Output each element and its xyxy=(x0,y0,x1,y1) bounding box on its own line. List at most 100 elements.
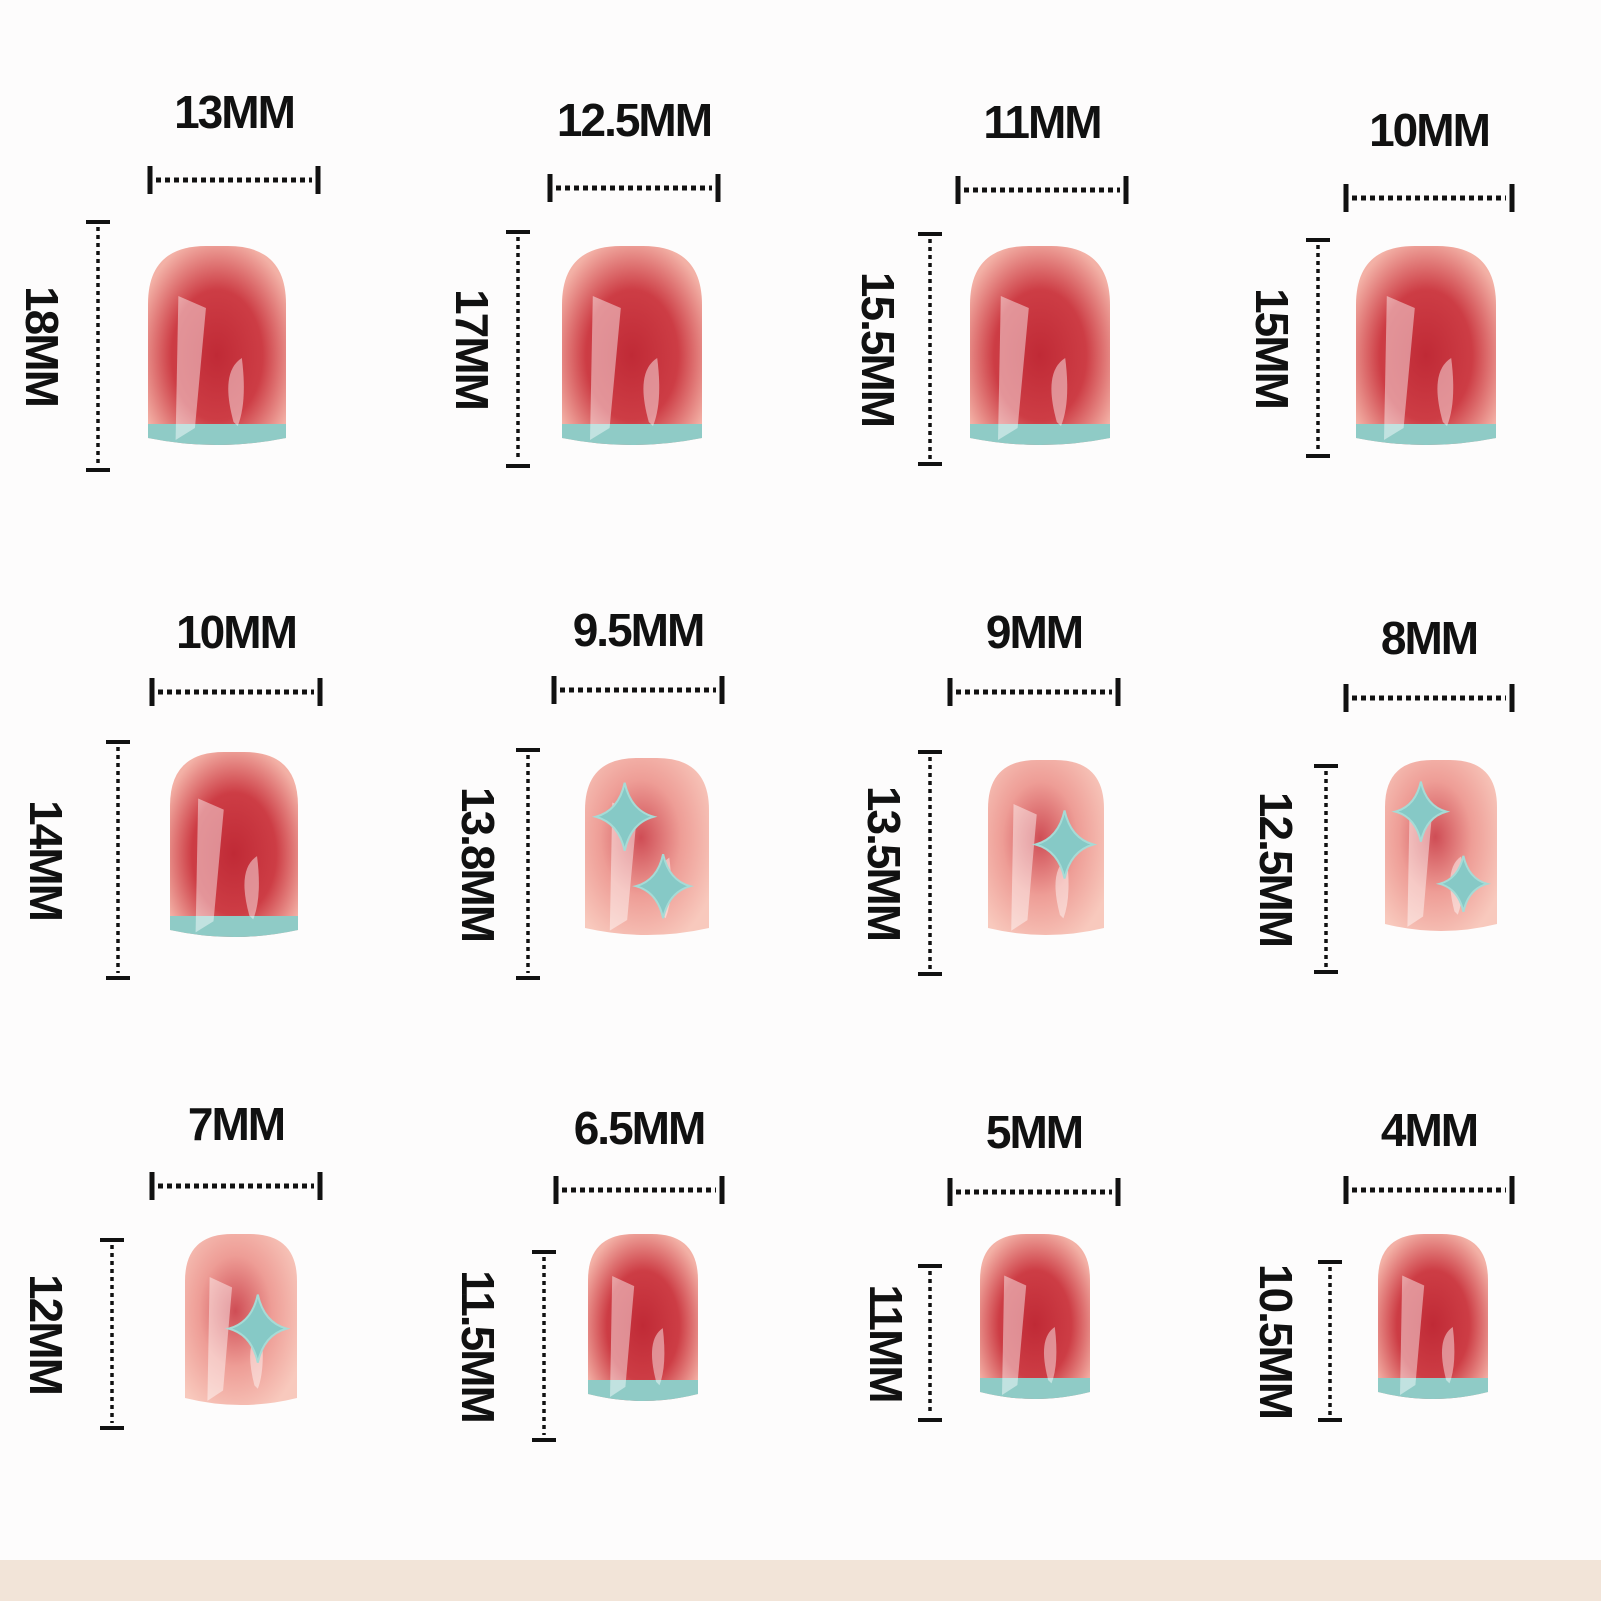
length-dimension xyxy=(86,220,110,472)
width-dimension xyxy=(547,174,721,202)
length-label: 11.5MM xyxy=(452,1270,504,1422)
length-label: 12MM xyxy=(20,1274,72,1394)
length-label: 18MM xyxy=(16,286,68,406)
gloss-highlight xyxy=(175,296,206,440)
length-dimension xyxy=(1306,238,1330,458)
nail-size-item: 10MM 15MM xyxy=(1246,104,1515,458)
length-dimension xyxy=(1314,764,1338,974)
width-label: 12.5MM xyxy=(557,94,711,146)
gloss-highlight xyxy=(207,1277,233,1401)
nail-size-item: 10MM 14MM xyxy=(20,606,323,980)
nail-body xyxy=(585,758,709,935)
width-label: 7MM xyxy=(188,1098,284,1150)
sparkle-star xyxy=(1435,855,1492,913)
french-tip xyxy=(170,916,298,937)
gloss-highlight xyxy=(998,296,1029,440)
press-on-nail xyxy=(585,758,709,935)
width-label: 4MM xyxy=(1381,1104,1477,1156)
press-on-nail xyxy=(588,1234,698,1401)
gloss-highlight xyxy=(643,358,660,426)
nail-size-item: 6.5MM 11.5MM xyxy=(452,1102,725,1442)
width-dimension xyxy=(149,678,323,706)
nail-size-item: 9.5MM 13.8MM xyxy=(452,604,725,980)
nail-size-item: 9MM 13.5MM xyxy=(858,606,1121,976)
press-on-nail xyxy=(1385,760,1497,931)
width-label: 10MM xyxy=(1369,104,1489,156)
nail-body xyxy=(970,246,1110,445)
gloss-highlight xyxy=(651,1328,665,1386)
gloss-highlight xyxy=(1011,804,1037,931)
nail-size-item: 11MM 15.5MM xyxy=(852,96,1129,466)
width-dimension xyxy=(553,1176,725,1204)
nail-body xyxy=(170,752,298,937)
width-dimension xyxy=(551,676,725,704)
length-dimension xyxy=(1318,1260,1342,1422)
nail-body xyxy=(588,1234,698,1401)
nail-size-item: 7MM 12MM xyxy=(20,1098,323,1430)
press-on-nail xyxy=(148,246,286,445)
length-dimension xyxy=(506,230,530,468)
french-tip xyxy=(148,424,286,445)
press-on-nail xyxy=(1356,246,1496,445)
press-on-nail xyxy=(980,1234,1090,1399)
length-label: 15MM xyxy=(1246,288,1298,408)
french-tip xyxy=(1356,424,1496,445)
length-dimension xyxy=(532,1250,556,1442)
nail-size-item: 12.5MM 17MM xyxy=(446,94,721,468)
press-on-nail xyxy=(970,246,1110,445)
gloss-highlight xyxy=(1384,296,1415,440)
length-label: 12.5MM xyxy=(1250,792,1302,946)
gloss-highlight xyxy=(1002,1275,1027,1396)
width-label: 10MM xyxy=(176,606,296,658)
width-dimension xyxy=(147,166,321,194)
nail-body xyxy=(562,246,702,445)
width-label: 13MM xyxy=(174,86,294,138)
gloss-highlight xyxy=(228,358,244,426)
press-on-nail xyxy=(170,752,298,937)
nail-body xyxy=(1356,246,1496,445)
length-label: 10.5MM xyxy=(1250,1264,1302,1418)
gloss-highlight xyxy=(1437,358,1454,426)
nail-body xyxy=(185,1234,297,1405)
sparkle-star xyxy=(1031,810,1098,879)
sparkle-star xyxy=(591,782,658,851)
sparkle-star xyxy=(632,853,695,919)
width-dimension xyxy=(955,176,1129,204)
length-label: 17MM xyxy=(446,289,498,409)
length-label: 13.5MM xyxy=(858,786,910,940)
gloss-highlight xyxy=(1043,1326,1057,1384)
width-dimension xyxy=(947,678,1121,706)
gloss-highlight xyxy=(1400,1275,1425,1396)
length-label: 11MM xyxy=(860,1284,912,1401)
nail-size-item: 5MM 11MM xyxy=(860,1106,1121,1422)
french-tip xyxy=(562,424,702,445)
gloss-highlight xyxy=(1407,803,1433,927)
nail-body xyxy=(148,246,286,445)
width-label: 9.5MM xyxy=(573,604,704,656)
nail-size-item: 13MM 18MM xyxy=(16,86,321,472)
length-dimension xyxy=(918,750,942,976)
width-dimension xyxy=(1343,184,1515,212)
length-label: 15.5MM xyxy=(852,272,904,426)
width-label: 9MM xyxy=(986,606,1082,658)
press-on-nail xyxy=(988,760,1104,935)
french-tip xyxy=(588,1380,698,1401)
gloss-highlight xyxy=(244,856,259,920)
sparkle-star xyxy=(1391,781,1451,842)
gloss-highlight xyxy=(1051,358,1068,426)
width-dimension xyxy=(149,1172,323,1200)
length-dimension xyxy=(516,748,540,980)
gloss-highlight xyxy=(590,296,621,440)
length-dimension xyxy=(106,740,130,980)
nail-body xyxy=(1385,760,1497,931)
french-tip xyxy=(970,424,1110,445)
width-label: 5MM xyxy=(986,1106,1082,1158)
gloss-highlight xyxy=(1441,1326,1455,1384)
length-dimension xyxy=(918,1264,942,1422)
nail-body xyxy=(1378,1234,1488,1399)
width-label: 6.5MM xyxy=(574,1102,705,1154)
press-on-nail xyxy=(1378,1234,1488,1399)
nail-body xyxy=(980,1234,1090,1399)
french-tip xyxy=(980,1378,1090,1399)
